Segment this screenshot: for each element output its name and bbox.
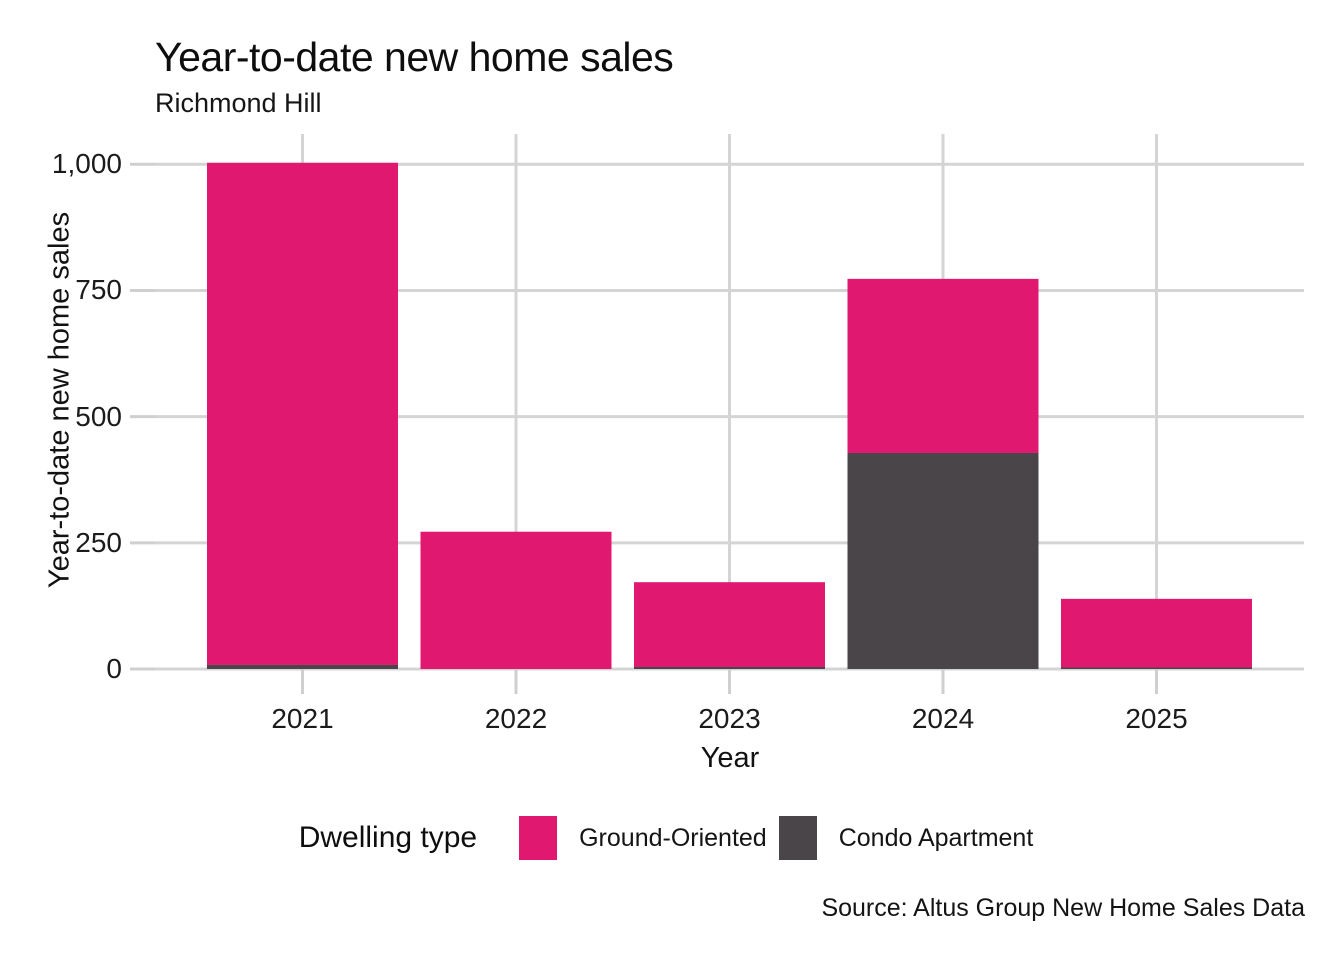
legend-item: Ground-Oriented xyxy=(519,816,767,860)
y-tick-label: 1,000 xyxy=(51,148,122,180)
legend-label: Ground-Oriented xyxy=(579,823,767,852)
legend-label: Condo Apartment xyxy=(838,823,1034,852)
x-tick-label: 2022 xyxy=(484,703,548,734)
legend-title: Dwelling type xyxy=(298,821,478,854)
x-tick-label: 2025 xyxy=(1125,703,1188,734)
legend-item: Condo Apartment xyxy=(778,816,1034,860)
bar-segment-condo-apartment xyxy=(634,666,825,669)
y-tick-label: 0 xyxy=(106,653,122,684)
y-tick-label: 500 xyxy=(75,400,122,432)
chart-subtitle: Richmond Hill xyxy=(155,88,322,118)
legend-swatch-ground-oriented xyxy=(519,816,558,860)
bar-segment-ground-oriented xyxy=(1061,598,1252,668)
bar-segment-ground-oriented xyxy=(634,582,825,667)
bar-segment-ground-oriented xyxy=(420,531,612,669)
x-axis-title: Year xyxy=(700,742,760,774)
source-note: Source: Altus Group New Home Sales Data xyxy=(821,894,1305,922)
legend-items: Ground-Oriented Condo Apartment xyxy=(519,816,1045,860)
x-tick-label: 2024 xyxy=(911,703,975,734)
bar-segment-condo-apartment xyxy=(1061,667,1252,669)
bar-segment-ground-oriented xyxy=(207,162,398,665)
x-tick-label: 2023 xyxy=(698,703,761,734)
y-tick-label: 250 xyxy=(75,526,122,558)
legend: Dwelling type Ground-Oriented Condo Apart… xyxy=(0,816,1344,860)
bar-segment-ground-oriented xyxy=(847,278,1039,453)
y-tick-label: 750 xyxy=(75,274,122,306)
chart-title: Year-to-date new home sales xyxy=(155,34,674,80)
legend-swatch-condo-apartment xyxy=(778,816,817,860)
bar-segment-condo-apartment xyxy=(207,664,398,669)
x-tick-label: 2021 xyxy=(271,703,334,734)
bar-segment-condo-apartment xyxy=(847,452,1039,669)
